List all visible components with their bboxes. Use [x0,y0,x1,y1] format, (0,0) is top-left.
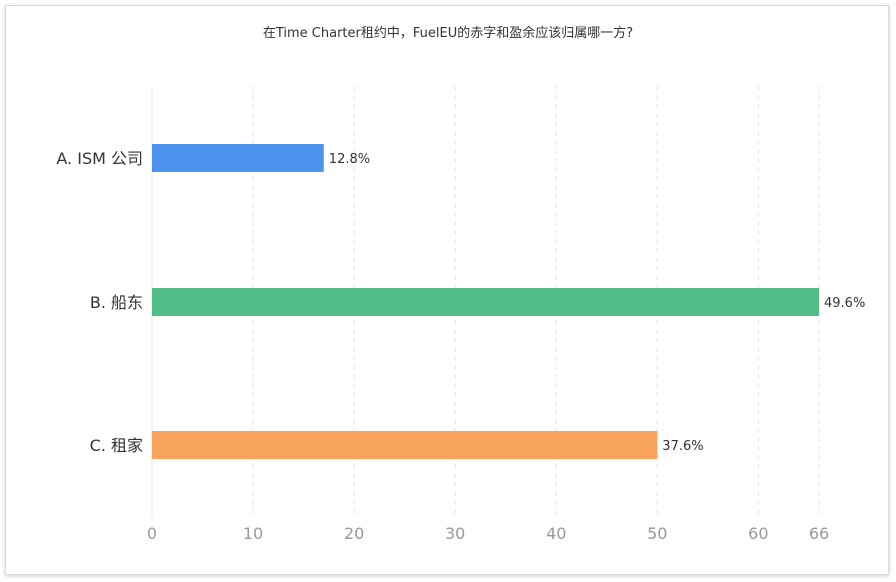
x-tick-label: 0 [147,524,157,543]
data-label: 37.6% [662,439,703,454]
x-tick-label: 66 [809,524,829,543]
ticks-layer: 0 10 20 30 40 50 60 66 [147,524,829,543]
bar [152,431,658,459]
bar [152,288,819,316]
category-label: B. 船东 [90,293,143,312]
category-label: C. 租家 [90,436,143,455]
x-tick-label: 40 [546,524,566,543]
labels-layer: A. ISM 公司 12.8% B. 船东 49.6% C. 租家 37.6% [56,149,865,455]
x-tick-label: 10 [243,524,263,543]
x-tick-label: 20 [344,524,364,543]
x-tick-label: 50 [647,524,667,543]
chart-title: 在Time Charter租约中，FuelEU的赤字和盈余应该归属哪一方? [263,25,633,41]
data-label: 49.6% [824,296,865,311]
x-tick-label: 30 [445,524,465,543]
data-label: 12.8% [329,152,370,167]
bars-layer [152,144,819,459]
category-label: A. ISM 公司 [56,149,143,168]
x-tick-label: 60 [748,524,768,543]
bar [152,144,324,172]
